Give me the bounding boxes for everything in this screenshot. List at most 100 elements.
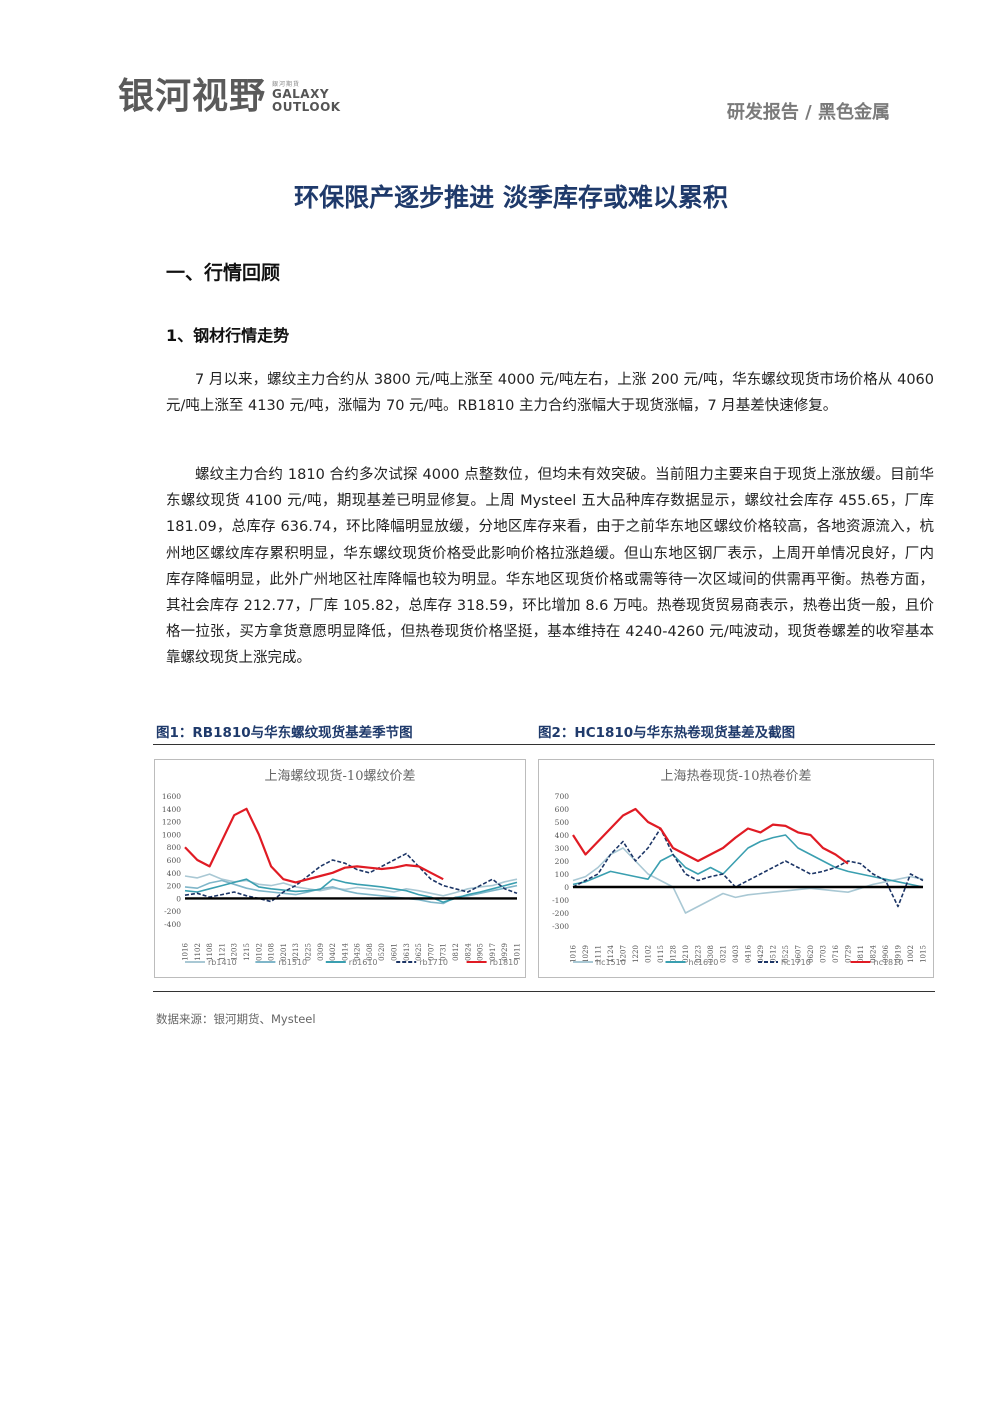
x-tick-label: 0824: [464, 943, 472, 961]
y-tick-label: -400: [164, 920, 181, 929]
x-tick-label: 0102: [255, 943, 263, 961]
chart-title: 上海热卷现货-10热卷价差: [661, 768, 812, 784]
x-tick-label: 0321: [720, 945, 728, 963]
x-tick-label: 1016: [570, 945, 578, 963]
x-tick-label: 0525: [782, 945, 790, 963]
chart-hotcoil-basis-svg: 上海热卷现货-10热卷价差 700 600 500 400 300 200 100 0 -100 -…: [552, 768, 928, 967]
y-tick-label: 800: [167, 843, 182, 852]
y-tick-label: -300: [552, 922, 569, 931]
company-logo: 银河视野 銀河期貨 GALAXY OUTLOOK: [118, 78, 341, 116]
legend-label-rb1610: rb1610: [349, 958, 378, 967]
x-tick-label: 0917: [489, 943, 497, 961]
x-tick-label: 0210: [682, 945, 690, 963]
figure-1-caption: 图1：RB1810与华东螺纹现货基差季节图: [156, 725, 413, 741]
x-tick-label: 0811: [857, 945, 865, 963]
logo-small-text: 銀河期貨: [272, 81, 301, 88]
y-tick-label: 200: [167, 882, 182, 891]
x-tick-label: 0919: [895, 945, 903, 963]
x-tick-label: 0906: [882, 945, 890, 963]
section-heading: 一、行情回顾: [166, 262, 281, 284]
x-tick-label: 0115: [657, 945, 665, 963]
y-tick-label: 300: [555, 844, 570, 853]
y-tick-label: 600: [167, 856, 182, 865]
x-tick-label: 0213: [292, 943, 300, 961]
x-tick-label: 1011: [514, 943, 522, 961]
x-tick-label: 1215: [243, 943, 251, 961]
series-line-rb1610: [184, 878, 518, 903]
paragraph-1: 7 月以来，螺纹主力合约从 3800 元/吨上涨至 4000 元/吨左右，上涨 …: [166, 372, 934, 415]
series-line-rb1810: [184, 807, 444, 884]
x-tick-label: 0309: [317, 943, 325, 961]
x-tick-label: 1111: [595, 945, 603, 963]
y-tick-label: 400: [167, 869, 182, 878]
logo-chinese: 银河视野: [118, 76, 267, 117]
x-tick-label: 1124: [607, 945, 615, 963]
y-tick-label: 0: [564, 883, 569, 892]
x-tick-label: 0429: [757, 945, 765, 963]
legend-label-hc1810: hc1810: [874, 958, 904, 967]
figure-bottom-rule: [153, 991, 935, 992]
y-tick-label: 1000: [162, 830, 181, 839]
series-line-hc1610: [572, 834, 924, 888]
figure-top-rule: [153, 744, 935, 745]
logo-english: 銀河期貨 GALAXY OUTLOOK: [272, 81, 341, 116]
x-tick-label: 0102: [645, 945, 653, 963]
y-tick-label: -200: [164, 907, 181, 916]
legend-label-hc1610: hc1610: [689, 958, 719, 967]
x-tick-label: 1016: [182, 943, 190, 961]
x-tick-label: 0108: [268, 943, 276, 961]
x-tick-label: 0601: [391, 943, 399, 961]
legend-label-hc1710: hc1710: [781, 958, 811, 967]
data-source: 数据来源：银河期货、Mysteel: [156, 1012, 316, 1026]
x-tick-label: 0929: [501, 943, 509, 961]
x-tick-label: 0905: [477, 943, 485, 961]
x-tick-label: 0716: [832, 945, 840, 963]
x-tick-label: 0729: [845, 945, 853, 963]
x-tick-label: 0416: [745, 945, 753, 963]
x-tick-label: 0223: [695, 945, 703, 963]
y-tick-label: 400: [555, 831, 570, 840]
y-tick-label: 100: [555, 870, 570, 879]
report-category: 研发报告 / 黑色金属: [726, 102, 890, 123]
paragraph-2: 螺纹主力合约 1810 合约多次试探 4000 点整数位，但均未有效突破。当前阻…: [166, 467, 934, 667]
x-tick-label: 1207: [620, 945, 628, 963]
chart-title: 上海螺纹现货-10螺纹价差: [265, 768, 416, 784]
logo-english-line-1: GALAXY: [272, 87, 330, 101]
x-tick-label: 0731: [440, 943, 448, 961]
y-tick-label: -200: [552, 909, 569, 918]
x-tick-label: 1029: [582, 945, 590, 963]
chart-rebar-basis: 上海螺纹现货-10螺纹价差 1600 1400 1200 1000 800 600 400 20…: [154, 759, 526, 978]
y-tick-label: 1600: [162, 792, 181, 801]
x-tick-label: 0403: [732, 945, 740, 963]
x-tick-label: 1015: [920, 945, 928, 963]
x-tick-label: 0607: [795, 945, 803, 963]
x-tick-label: 0225: [304, 943, 312, 961]
x-tick-label: 1108: [206, 943, 214, 961]
x-tick-label: 0426: [354, 943, 362, 961]
x-tick-label: 0620: [807, 945, 815, 963]
legend-label-rb1510: rb1510: [278, 958, 307, 967]
y-tick-label: 500: [555, 818, 570, 827]
x-tick-label: 1102: [194, 943, 202, 961]
x-tick-label: 0402: [329, 943, 337, 961]
x-tick-label: 1203: [231, 943, 239, 961]
x-tick-label: 0703: [820, 945, 828, 963]
x-tick-label: 0308: [707, 945, 715, 963]
x-tick-label: 0707: [427, 943, 435, 961]
x-tick-label: 0201: [280, 943, 288, 961]
x-tick-label: 0128: [670, 945, 678, 963]
x-tick-label: 0512: [770, 945, 778, 963]
x-tick-label: 0625: [415, 943, 423, 961]
series-line-hc1710: [572, 827, 924, 908]
subsection-heading: 1、钢材行情走势: [166, 326, 290, 345]
series-line-hc1510: [572, 847, 924, 914]
x-tick-label: 0414: [341, 943, 349, 961]
chart-rebar-basis-svg: 上海螺纹现货-10螺纹价差 1600 1400 1200 1000 800 600 400 20…: [162, 768, 522, 967]
x-tick-label: 0508: [366, 943, 374, 961]
series-line-hc1810: [572, 807, 849, 865]
x-tick-label: 1220: [632, 945, 640, 963]
y-tick-label: 0: [176, 894, 181, 903]
logo-english-line-2: OUTLOOK: [272, 100, 341, 114]
legend-label-rb1810: rb1810: [490, 958, 519, 967]
figure-2-caption: 图2：HC1810与华东热卷现货基差及截图: [538, 725, 796, 741]
